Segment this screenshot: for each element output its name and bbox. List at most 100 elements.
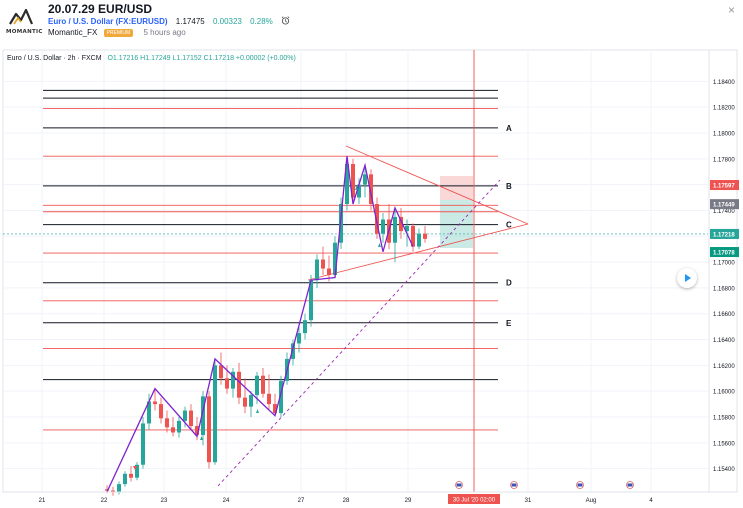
price-tick-label: 1.16400 bbox=[713, 338, 735, 344]
time-tick-label: 24 bbox=[223, 498, 230, 504]
triangle-upper-line[interactable] bbox=[345, 145, 529, 225]
signal-markers bbox=[133, 186, 381, 470]
time-tick-label: 29 bbox=[405, 498, 412, 504]
candle-body bbox=[225, 378, 229, 389]
logo-mark-icon bbox=[9, 8, 34, 25]
zigzag-pattern bbox=[106, 156, 414, 493]
candle-body bbox=[213, 365, 217, 463]
candle-body bbox=[195, 426, 199, 436]
price-tick-label: 1.17400 bbox=[713, 209, 735, 215]
candle-body bbox=[321, 259, 325, 269]
buy-marker bbox=[316, 265, 319, 269]
price-tick-label: 1.16800 bbox=[713, 286, 735, 292]
price-tick-label: 1.16200 bbox=[713, 364, 735, 370]
price-tick-label: 1.18200 bbox=[713, 106, 735, 112]
price-label-text: 1.17449 bbox=[713, 203, 735, 209]
candle-body bbox=[381, 219, 385, 234]
projection-stop-zone bbox=[440, 200, 473, 248]
candle-body bbox=[327, 268, 331, 275]
candle-body bbox=[309, 280, 313, 321]
candle-body bbox=[261, 375, 265, 394]
price-label-box bbox=[710, 228, 739, 239]
time-tick-label: 31 bbox=[525, 498, 532, 504]
flag-stripe bbox=[627, 483, 633, 487]
price-label-box bbox=[710, 180, 739, 191]
level-label-a: A bbox=[506, 124, 512, 133]
candle-body bbox=[231, 371, 235, 389]
candle-body bbox=[147, 401, 151, 424]
candle-body bbox=[417, 233, 421, 247]
momantic-logo: MOMANTIC bbox=[4, 6, 42, 38]
price-tick-label: 1.17000 bbox=[713, 261, 735, 267]
triangle-lower-line[interactable] bbox=[307, 223, 529, 281]
level-label-d: D bbox=[506, 279, 512, 288]
candle-body bbox=[237, 371, 241, 398]
buy-marker bbox=[256, 409, 259, 413]
price-tick-label: 1.16000 bbox=[713, 390, 735, 396]
price-axis[interactable]: 1.184001.182001.180001.178001.176001.174… bbox=[708, 50, 739, 492]
candle-body bbox=[189, 410, 193, 427]
level-label-e: E bbox=[506, 319, 512, 328]
level-labels: A B C D E bbox=[506, 124, 512, 328]
candle-body bbox=[273, 404, 277, 414]
candle-body bbox=[201, 396, 205, 436]
time-tick-label: 27 bbox=[298, 498, 305, 504]
candle-body bbox=[165, 418, 169, 428]
symbol-link[interactable]: Euro / U.S. Dollar (FX:EURUSD) bbox=[48, 17, 168, 26]
buy-marker bbox=[378, 243, 381, 247]
legend-ohlc: O1.17216 H1.17249 L1.17152 C1.17218 +0.0… bbox=[107, 55, 296, 62]
time-tick-label: 4 bbox=[649, 498, 653, 504]
time-axis[interactable]: 21 22 23 24 27 28 29 30 Jul '20 02:00 31 Aug 4 bbox=[3, 491, 737, 504]
price-label-text: 1.17218 bbox=[713, 232, 735, 238]
candle-body bbox=[315, 259, 319, 281]
legend-instrument: Euro / U.S. Dollar · 2h · FXCM bbox=[7, 55, 102, 62]
candle-body bbox=[183, 410, 187, 421]
last-price: 1.17475 bbox=[175, 17, 205, 26]
chart-grid bbox=[3, 50, 708, 492]
candle-body bbox=[399, 216, 403, 232]
time-tick-label: 21 bbox=[39, 498, 46, 504]
candle-body bbox=[255, 375, 259, 396]
price-tick-label: 1.18400 bbox=[713, 80, 735, 86]
premium-badge: PREMIUM bbox=[103, 29, 134, 37]
price-label-box bbox=[710, 247, 739, 258]
candle-body bbox=[393, 216, 397, 243]
close-icon[interactable]: × bbox=[727, 3, 735, 17]
candle-body bbox=[333, 242, 337, 275]
flag-stripe bbox=[456, 483, 462, 487]
candle-body bbox=[345, 163, 349, 204]
candle-body bbox=[303, 320, 307, 334]
candle-body bbox=[351, 163, 355, 198]
time-tick-label: 23 bbox=[161, 498, 168, 504]
alarm-clock-icon[interactable] bbox=[281, 16, 290, 25]
author-name[interactable]: Momantic_FX bbox=[48, 28, 98, 37]
price-label-text: 1.17078 bbox=[713, 251, 735, 257]
play-icon bbox=[685, 274, 691, 282]
price-label-text: 1.17597 bbox=[713, 184, 735, 190]
chart-legend: Euro / U.S. Dollar · 2h · FXCM O1.17216 … bbox=[7, 55, 296, 62]
time-tick-label: Aug bbox=[586, 498, 597, 504]
candle-body bbox=[291, 343, 295, 359]
published-time: 5 hours ago bbox=[143, 28, 186, 37]
symbol-line: Euro / U.S. Dollar (FX:EURUSD) 1.17475 0… bbox=[48, 16, 290, 26]
logo-text: MOMANTIC bbox=[6, 29, 43, 35]
horizontal-levels bbox=[3, 89, 708, 431]
zigzag-line[interactable] bbox=[106, 156, 414, 493]
candle-body bbox=[123, 473, 127, 485]
price-label-box bbox=[710, 199, 739, 210]
candle-body bbox=[267, 393, 271, 405]
candle-body bbox=[159, 404, 163, 419]
price-change: 0.00323 bbox=[212, 17, 242, 26]
author-line: Momantic_FX PREMIUM 5 hours ago bbox=[48, 28, 186, 37]
buy-marker bbox=[200, 436, 203, 440]
flag-stripe bbox=[511, 483, 517, 487]
candle-body bbox=[117, 484, 121, 492]
play-button[interactable] bbox=[677, 268, 697, 288]
price-tick-label: 1.16600 bbox=[713, 312, 735, 318]
candle-body bbox=[297, 333, 301, 344]
candle-body bbox=[141, 423, 145, 465]
candle-body bbox=[111, 490, 115, 492]
candle-body bbox=[279, 380, 283, 414]
candlesticks bbox=[105, 156, 427, 496]
